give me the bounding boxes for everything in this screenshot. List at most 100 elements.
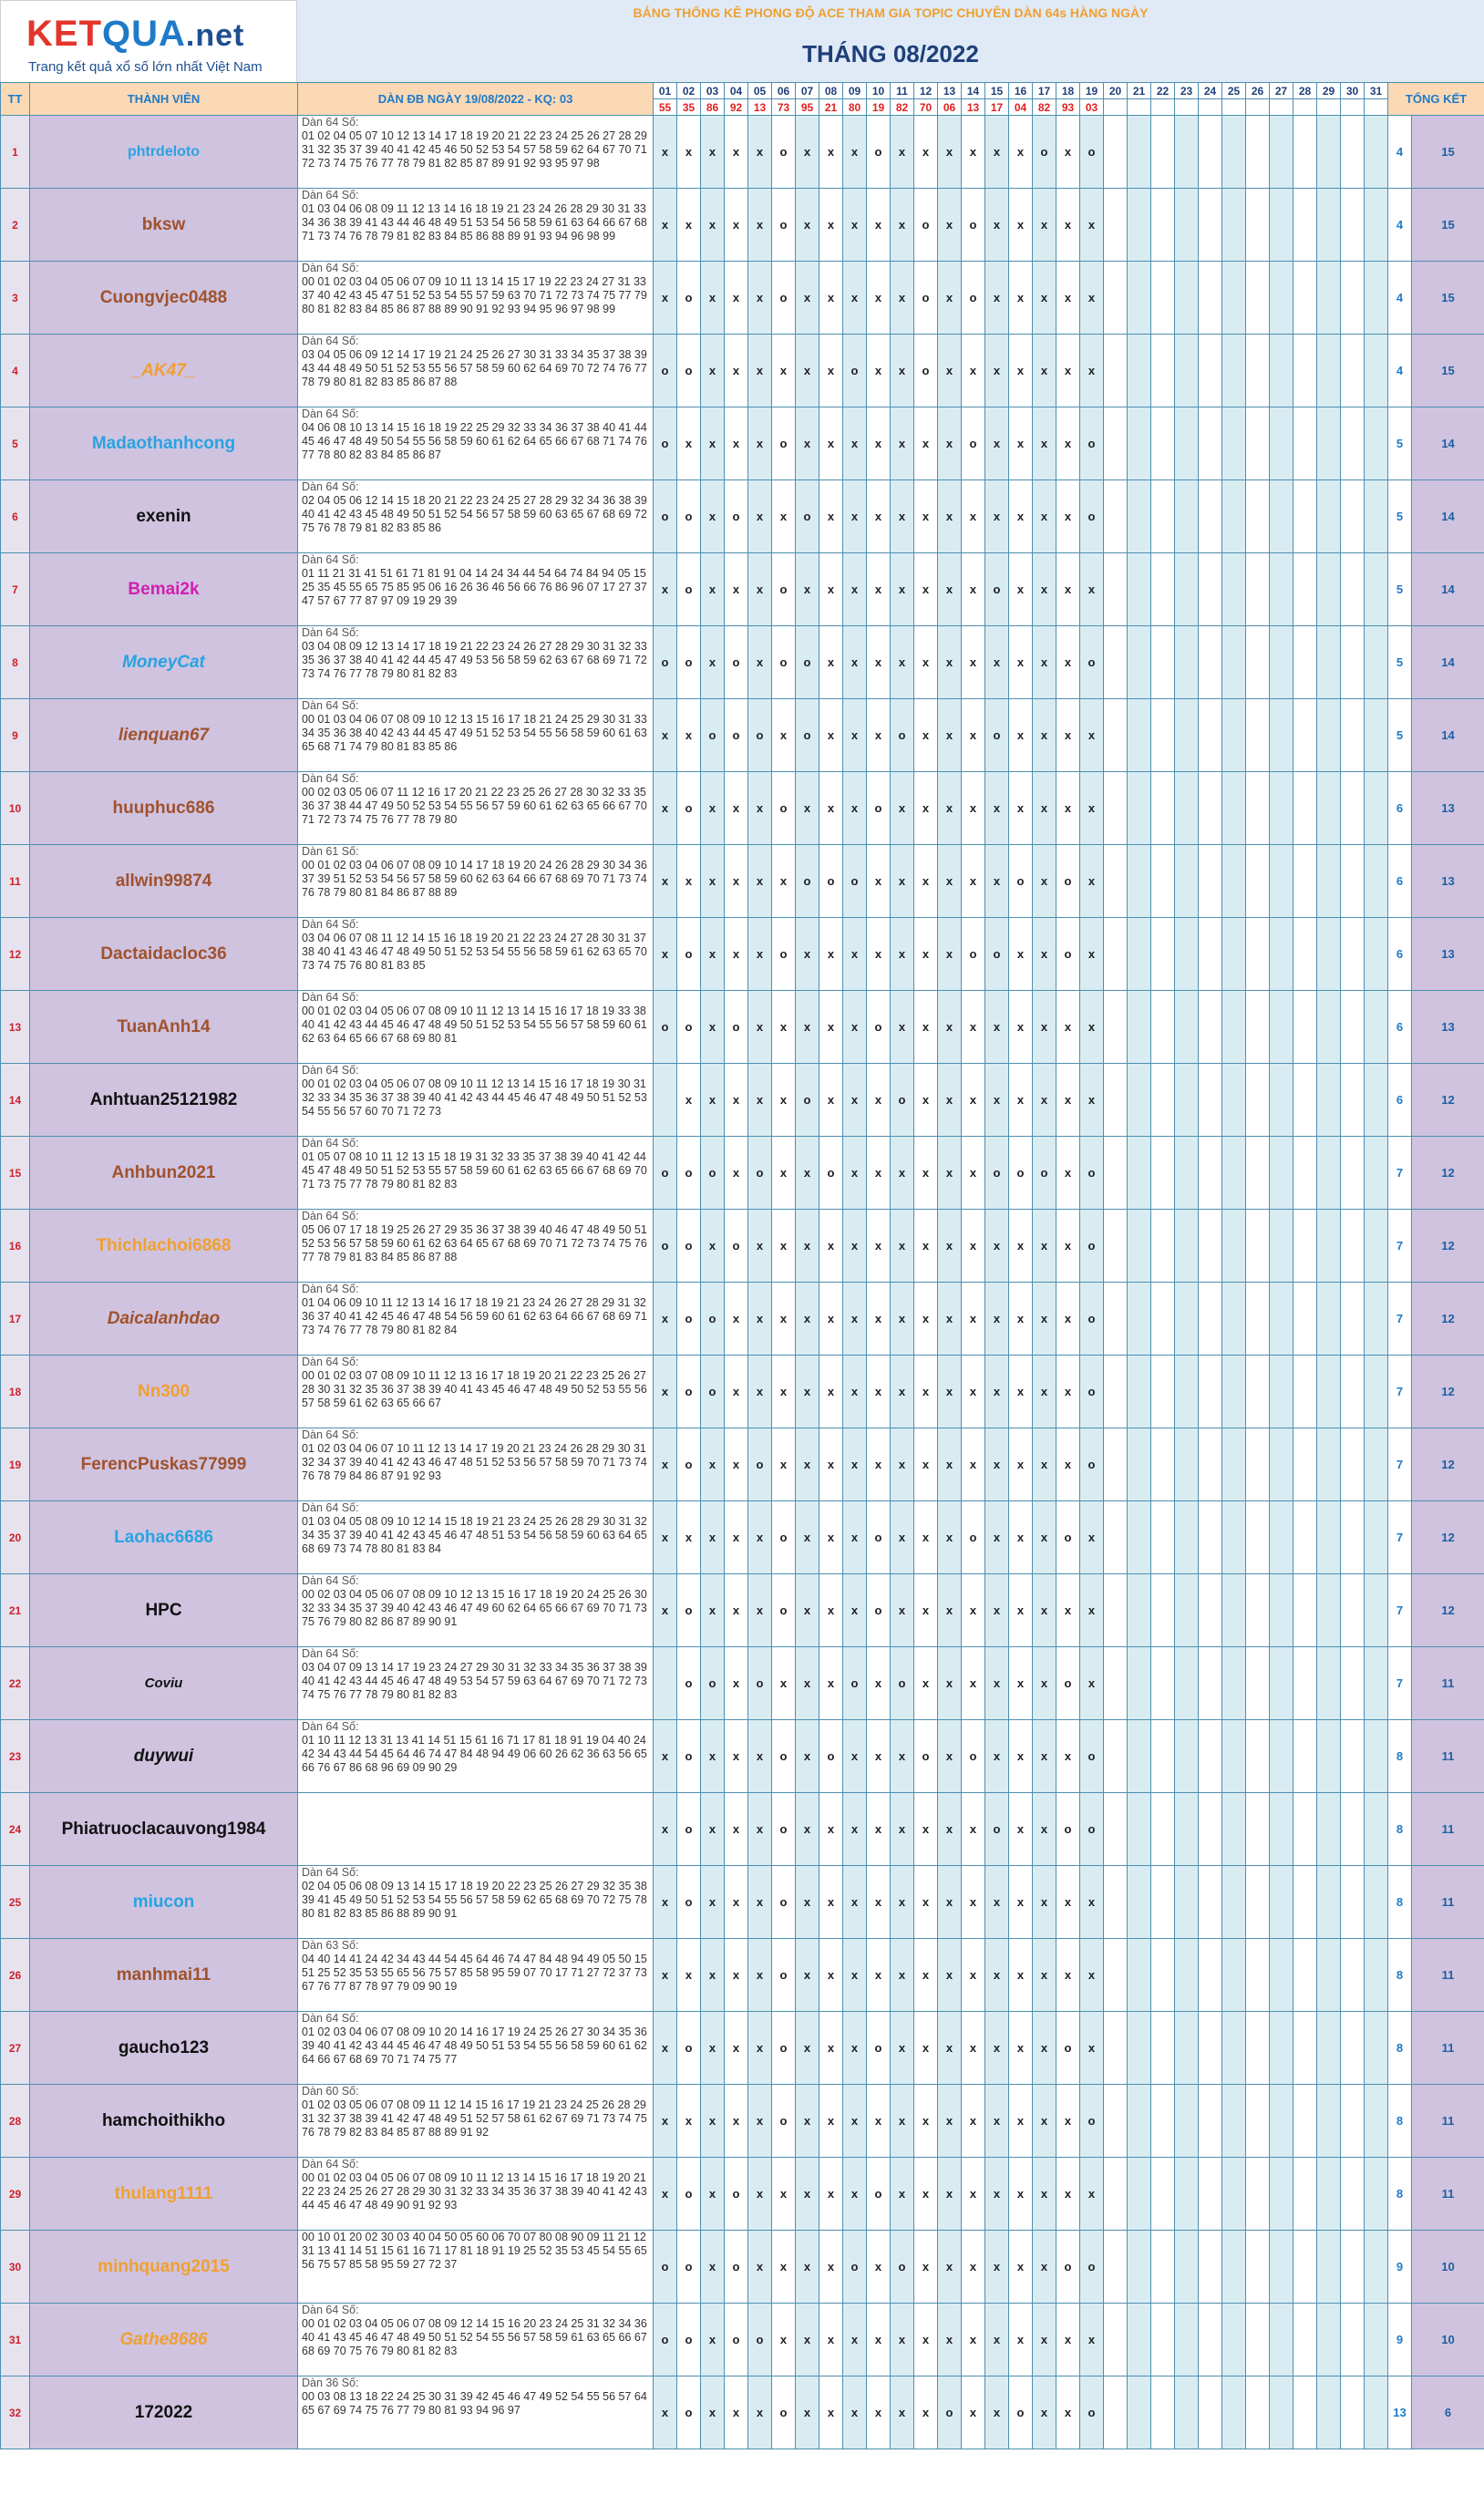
day-mark (1293, 2084, 1317, 2158)
day-mark: x (937, 334, 962, 407)
member-name[interactable]: Gathe8686 (29, 2303, 298, 2376)
member-name[interactable]: thulang1111 (29, 2157, 298, 2231)
member-name[interactable]: phtrdeloto (29, 115, 298, 189)
day-mark (1221, 334, 1246, 407)
day-mark: o (771, 552, 796, 626)
day-mark: x (890, 1355, 914, 1428)
member-name[interactable]: bksw (29, 188, 298, 262)
day-mark: x (653, 552, 677, 626)
member-name[interactable]: allwin99874 (29, 844, 298, 918)
member-name[interactable]: Laohac6686 (29, 1500, 298, 1574)
day-mark (1127, 625, 1151, 699)
day-mark: x (700, 2230, 725, 2304)
member-name[interactable]: Thichlachoi6868 (29, 1209, 298, 1283)
day-mark (1293, 2157, 1317, 2231)
member-name[interactable]: _AK47_ (29, 334, 298, 407)
dan-numbers: Dàn 64 Số: 01 05 07 08 10 11 12 13 15 18 … (297, 1136, 654, 1210)
miss-count: 6 (1387, 990, 1412, 1064)
total-score: 12 (1410, 1573, 1484, 1647)
day-mark: o (676, 261, 701, 335)
member-name[interactable]: minhquang2015 (29, 2230, 298, 2304)
day-mark: x (961, 2011, 985, 2085)
day-mark: x (913, 479, 938, 553)
day-mark (1221, 1865, 1246, 1939)
member-name[interactable]: miucon (29, 1865, 298, 1939)
day-mark: x (866, 552, 891, 626)
dan-title: Dàn 64 Số: (302, 626, 359, 640)
day-mark (1198, 2303, 1222, 2376)
day-header: 06 (771, 82, 796, 99)
dan-list: 00 02 03 04 05 06 07 08 09 10 12 13 15 1… (302, 1588, 647, 1628)
day-mark (1293, 1573, 1317, 1647)
member-name[interactable]: huuphuc686 (29, 771, 298, 845)
day-mark (1316, 1209, 1341, 1283)
site-logo[interactable]: KETQUA.net Trang kết quả xổ số lớn nhất … (0, 0, 297, 84)
dan-list: 00 01 02 03 04 05 06 07 08 09 10 11 12 1… (302, 1077, 647, 1118)
member-name[interactable]: Coviu (29, 1646, 298, 1720)
dan-list: 01 02 03 04 06 07 08 09 10 20 14 16 17 1… (302, 2026, 647, 2066)
row-number: 10 (0, 771, 30, 845)
day-mark (1103, 1500, 1128, 1574)
day-mark (1245, 1063, 1270, 1137)
member-name[interactable]: gaucho123 (29, 2011, 298, 2085)
day-mark: x (700, 407, 725, 480)
day-mark (1221, 188, 1246, 262)
member-name[interactable]: lienquan67 (29, 698, 298, 772)
day-mark: o (866, 990, 891, 1064)
member-name[interactable]: TuanAnh14 (29, 990, 298, 1064)
day-mark: o (676, 1209, 701, 1283)
member-name[interactable]: Anhtuan25121982 (29, 1063, 298, 1137)
day-mark (1103, 2376, 1128, 2449)
day-mark (1364, 479, 1388, 553)
member-name[interactable]: Nn300 (29, 1355, 298, 1428)
member-name[interactable]: Bemai2k (29, 552, 298, 626)
day-mark (1174, 334, 1199, 407)
day-mark: x (1008, 1428, 1033, 1501)
day-mark: x (771, 698, 796, 772)
day-mark: x (653, 1355, 677, 1428)
dan-list: 03 04 05 06 09 12 14 17 19 21 24 25 26 2… (302, 348, 647, 388)
member-name[interactable]: Phiatruoclacauvong1984 (29, 1792, 298, 1866)
day-mark: x (724, 1355, 748, 1428)
day-mark (1364, 2011, 1388, 2085)
day-mark: x (842, 479, 867, 553)
day-mark (1198, 2230, 1222, 2304)
member-name[interactable]: Madaothanhcong (29, 407, 298, 480)
day-mark: x (1032, 261, 1056, 335)
day-mark (1269, 1282, 1293, 1356)
day-mark (1245, 2376, 1270, 2449)
day-header: 08 (819, 82, 843, 99)
member-name[interactable]: manhmai11 (29, 1938, 298, 2012)
member-name[interactable]: Daicalanhdao (29, 1282, 298, 1356)
day-mark: x (747, 552, 772, 626)
day-mark: x (913, 1063, 938, 1137)
dan-title: Dàn 64 Số: (302, 553, 359, 567)
member-name[interactable]: MoneyCat (29, 625, 298, 699)
day-mark (1340, 2376, 1365, 2449)
day-mark (1364, 1355, 1388, 1428)
day-mark: x (913, 1865, 938, 1939)
day-mark: x (747, 917, 772, 991)
member-name[interactable]: hamchoithikho (29, 2084, 298, 2158)
member-name[interactable]: Anhbun2021 (29, 1136, 298, 1210)
day-mark: x (1008, 479, 1033, 553)
day-mark (1198, 1428, 1222, 1501)
day-mark: x (1032, 2084, 1056, 2158)
member-name[interactable]: FerencPuskas77999 (29, 1428, 298, 1501)
table-row: 24 Phiatruoclacauvong1984 x o x x x o x x x x x x x x o x… (0, 1792, 1484, 1866)
day-header: 15 (984, 82, 1009, 99)
member-name[interactable]: 172022 (29, 2376, 298, 2449)
day-mark: o (1032, 1136, 1056, 1210)
member-name[interactable]: duywui (29, 1719, 298, 1793)
dan-title: Dàn 64 Số: (302, 1064, 359, 1077)
day-mark (1174, 625, 1199, 699)
day-header: 26 (1245, 82, 1270, 99)
day-mark: x (1032, 1428, 1056, 1501)
member-name[interactable]: exenin (29, 479, 298, 553)
day-mark: x (653, 2157, 677, 2231)
member-name[interactable]: Dactaidacloc36 (29, 917, 298, 991)
member-name[interactable]: HPC (29, 1573, 298, 1647)
day-mark: x (961, 1646, 985, 1720)
member-name[interactable]: Cuongvjec0488 (29, 261, 298, 335)
day-mark: x (819, 1792, 843, 1866)
